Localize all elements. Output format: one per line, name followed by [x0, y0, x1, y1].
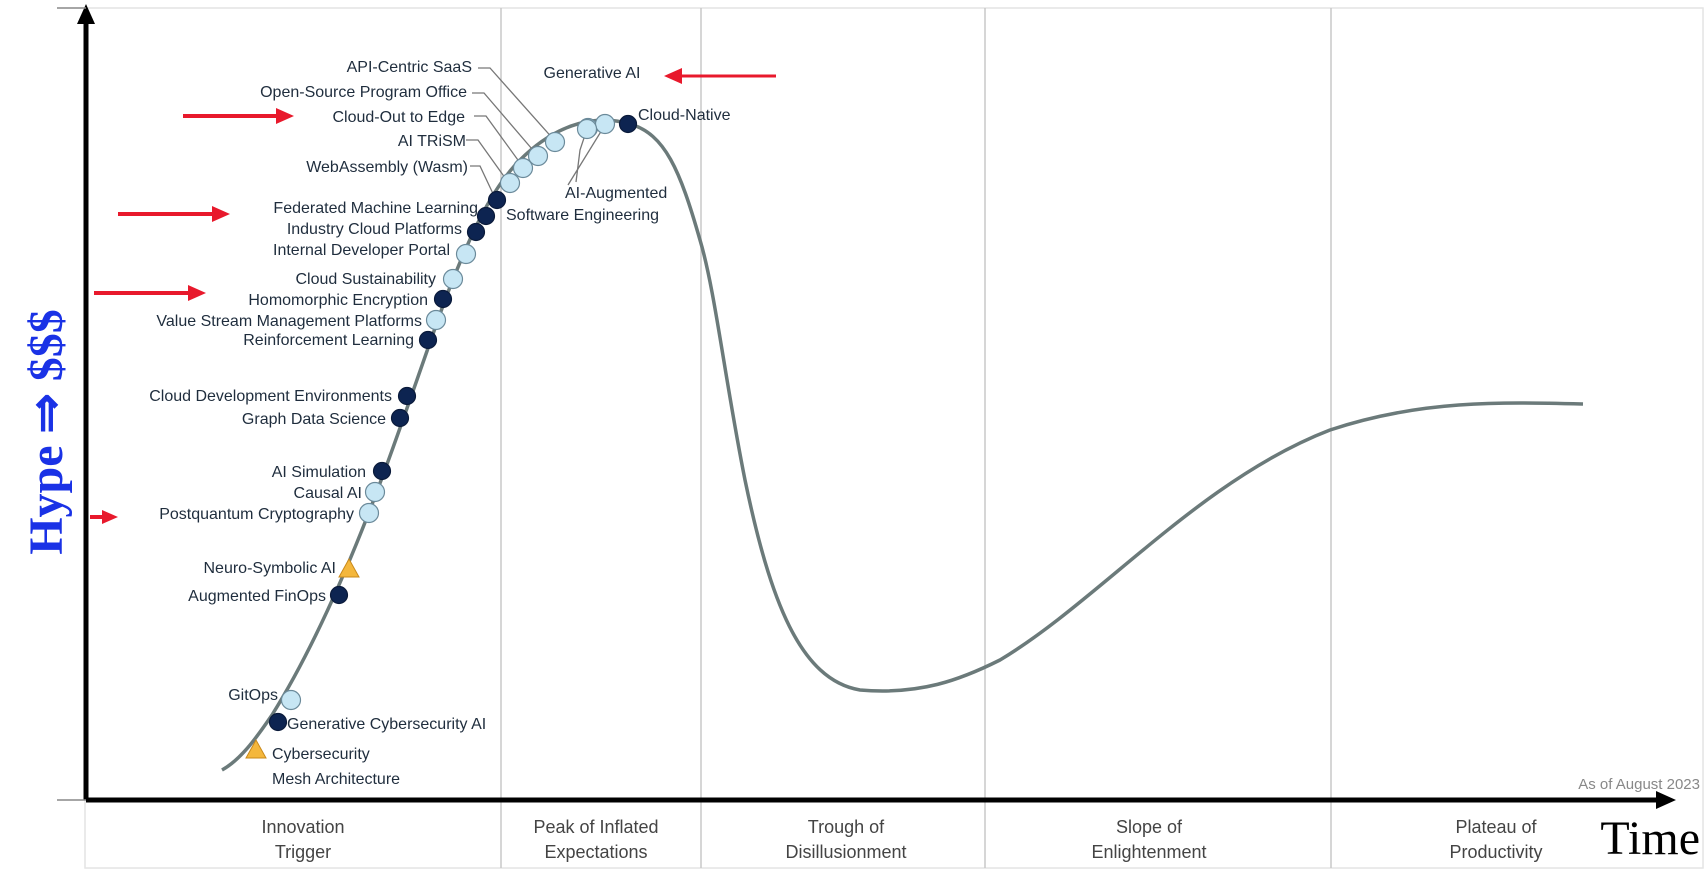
phase-label-line1: Peak of Inflated — [533, 817, 658, 837]
marker-internal-developer-portal — [455, 243, 477, 265]
marker-cloud-sustainability — [442, 268, 464, 290]
label-graph-data-science: Graph Data Science — [242, 411, 386, 428]
label-augmented-finops: Augmented FinOps — [188, 588, 326, 605]
marker-ai-augmented — [576, 118, 598, 140]
marker-generative-cybersecurity-ai — [268, 712, 288, 732]
marker-cloud-out-to-edge — [527, 145, 549, 167]
marker-industry-cloud-platforms — [466, 222, 486, 242]
marker-value-stream-management-platforms — [425, 309, 447, 331]
phase-label-line2: Expectations — [544, 842, 647, 862]
marker-homomorphic-encryption — [433, 289, 453, 309]
label-cloud-native: Cloud-Native — [638, 107, 731, 124]
phase-label-line1: Slope of — [1116, 817, 1183, 837]
label-reinforcement-learning: Reinforcement Learning — [243, 332, 414, 349]
label-internal-developer-portal: Internal Developer Portal — [273, 242, 450, 259]
label-industry-cloud-platforms: Industry Cloud Platforms — [287, 221, 462, 238]
label-api-centric-saas: API-Centric SaaS — [347, 59, 472, 76]
leader-line — [470, 165, 497, 201]
marker-ai-simulation — [372, 461, 392, 481]
label-cybersecurity-mesh-architecture: Cybersecurity Mesh Architecture — [272, 746, 400, 788]
label-postquantum-cryptography: Postquantum Cryptography — [159, 506, 354, 523]
leader-line — [466, 139, 509, 183]
x-axis-arrowhead — [1656, 791, 1676, 809]
label-cloud-development-environments: Cloud Development Environments — [149, 388, 392, 405]
marker-augmented-finops — [329, 585, 349, 605]
label-ai-augmented: AI-Augmented — [565, 185, 667, 202]
highlight-arrow — [664, 68, 682, 84]
label-generative-ai: Generative AI — [544, 65, 641, 82]
marker-open-source-program-office — [544, 131, 566, 153]
x-axis-label: Time — [1600, 812, 1700, 865]
marker-cloud-native — [618, 114, 638, 134]
highlight-arrow — [212, 206, 230, 222]
phase-dividers — [500, 8, 1332, 868]
marker-webassembly-wasm — [499, 172, 521, 194]
marker-generative-ai — [594, 113, 616, 135]
label-cloud-out-to-edge: Cloud-Out to Edge — [332, 109, 465, 126]
as-of-annotation: As of August 2023 — [1578, 776, 1700, 793]
highlight-arrow — [102, 510, 118, 524]
marker-causal-ai — [364, 481, 386, 503]
marker-postquantum-cryptography — [358, 502, 380, 524]
label-neuro-symbolic-ai: Neuro-Symbolic AI — [204, 560, 337, 577]
marker-cloud-development-environments — [397, 386, 417, 406]
label-open-source-program-office: Open-Source Program Office — [260, 84, 467, 101]
label-federated-machine-learning: Federated Machine Learning — [273, 200, 478, 217]
phase-label-line2: Enlightenment — [1091, 842, 1206, 862]
marker-graph-data-science — [390, 408, 410, 428]
highlight-arrow — [188, 285, 206, 301]
phase-labels: Innovation Trigger Peak of Inflated Expe… — [261, 817, 1542, 862]
label-cloud-sustainability: Cloud Sustainability — [295, 271, 436, 288]
label-ai-trism: AI TRiSM — [398, 133, 466, 150]
technology-markers — [245, 113, 638, 759]
leader-line — [474, 115, 524, 168]
marker-cybersecurity-mesh-architecture — [245, 738, 267, 759]
marker-ai-trism — [512, 157, 534, 179]
leader-lines — [466, 67, 606, 201]
marker-neuro-symbolic-ai — [338, 557, 360, 578]
phase-label-line2: Disillusionment — [785, 842, 906, 862]
leader-line — [567, 124, 606, 186]
leader-line — [472, 92, 539, 157]
leader-line — [478, 67, 556, 142]
technology-labels: Cybersecurity Mesh Architecture Generative… — [149, 59, 730, 788]
label-ai-simulation: AI Simulation — [272, 464, 366, 481]
marker-federated-machine-learning — [476, 206, 496, 226]
label-causal-ai: Causal AI — [294, 485, 362, 502]
phase-label-line2: Productivity — [1449, 842, 1542, 862]
y-axis-arrowhead — [77, 4, 95, 24]
highlight-arrow — [276, 108, 294, 124]
highlight-arrows — [90, 68, 776, 524]
label-homomorphic-encryption: Homomorphic Encryption — [248, 292, 428, 309]
plot-frame — [84, 7, 1704, 869]
hype-curve — [221, 118, 1584, 772]
marker-gitops — [280, 689, 302, 711]
y-axis-label: Hype ⇒ $$$ — [20, 309, 73, 555]
label-generative-cybersecurity-ai: Generative Cybersecurity AI — [287, 716, 486, 733]
marker-reinforcement-learning — [418, 330, 438, 350]
label-value-stream-management-platforms: Value Stream Management Platforms — [156, 313, 422, 330]
label-webassembly-wasm: WebAssembly (Wasm) — [306, 159, 468, 176]
phase-label-line1: Innovation — [261, 817, 344, 837]
axes — [57, 4, 1676, 809]
phase-label-line1: Trough of — [808, 817, 885, 837]
marker-software-engineering — [487, 190, 507, 210]
phase-label-line1: Plateau of — [1455, 817, 1537, 837]
phase-label-line2: Trigger — [275, 842, 331, 862]
label-gitops: GitOps — [228, 687, 278, 704]
label-software-engineering: Software Engineering — [506, 207, 659, 224]
